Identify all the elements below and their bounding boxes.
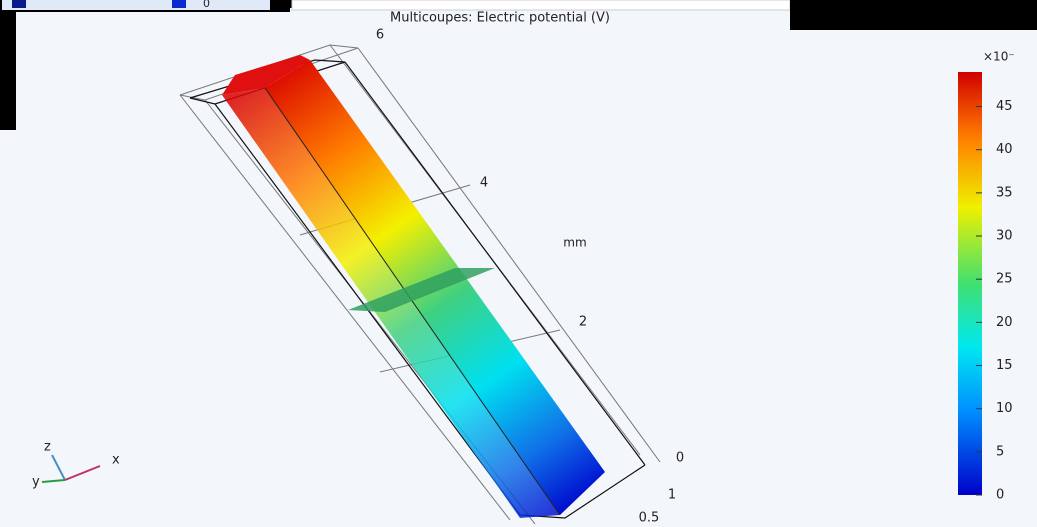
viewport: 0 Multicoupes: Electric potential (V) 6 4… [0, 0, 1037, 527]
colorbar-tick-label: 25 [996, 272, 1013, 287]
colorbar-tick-label: 5 [996, 444, 1004, 459]
triad-label: y [32, 475, 40, 490]
axis-tick-label: 0 [676, 451, 684, 466]
colorbar-tick-label: 15 [996, 358, 1013, 373]
colorbar-tick-label: 30 [996, 229, 1013, 244]
axis-tick-label: 2 [579, 315, 587, 330]
colorbar-tick-label: 10 [996, 401, 1013, 416]
legend-swatch [172, 0, 186, 8]
colorbar [958, 72, 982, 495]
colorbar-tick-label: 0 [996, 488, 1004, 503]
unit-label: mm [563, 236, 586, 250]
triad-label: z [44, 440, 51, 455]
corner-value: 0 [203, 0, 210, 10]
page: 0 Multicoupes: Electric potential (V) 6 4… [0, 0, 1037, 527]
colorbar-tick-label: 35 [996, 185, 1013, 200]
axis-tick-label: 0.5 [639, 511, 660, 526]
axis-tick-label: 4 [480, 176, 488, 191]
plot-title: Multicoupes: Electric potential (V) [390, 11, 610, 26]
left-strip [0, 12, 16, 130]
axis-tick-label: 6 [376, 28, 384, 43]
colorbar-exponent: ×10⁻ [983, 50, 1015, 64]
axis-tick-label: 1 [668, 488, 676, 503]
colorbar-tick-label: 20 [996, 315, 1013, 330]
legend-swatch [12, 0, 26, 8]
top-panel [292, 0, 790, 10]
top-right-bar [790, 0, 1037, 30]
colorbar-tick-label: 45 [996, 99, 1013, 114]
legend-fragment [2, 0, 270, 10]
colorbar-tick-label: 40 [996, 142, 1013, 157]
triad-label: x [112, 453, 120, 468]
